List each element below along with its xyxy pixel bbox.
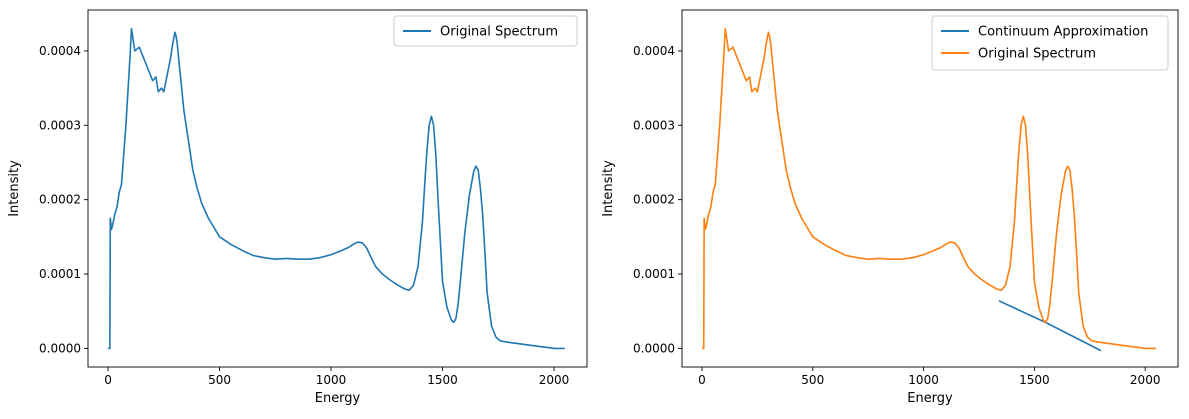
left-x-tick-label: 1000 xyxy=(316,373,347,387)
left-legend: Original Spectrum xyxy=(393,15,578,47)
left-y-tick-label: 0.0001 xyxy=(39,267,81,281)
right-y-tick-label: 0.0004 xyxy=(633,44,675,58)
left-x-tick-label: 2000 xyxy=(539,373,570,387)
right-series-line-original-spectrum xyxy=(701,27,1156,350)
left-series-line-original-spectrum xyxy=(108,27,565,350)
left-legend-box xyxy=(393,15,578,47)
right-x-tick-label: 2000 xyxy=(1130,373,1161,387)
left-x-axis-label: Energy xyxy=(315,391,361,406)
right-x-tick-label: 1500 xyxy=(1019,373,1050,387)
left-y-tick-label: 0.0000 xyxy=(39,341,81,355)
left-y-tick-label: 0.0004 xyxy=(39,44,81,58)
right-x-axis-label: Energy xyxy=(907,391,953,406)
left-x-tick-label: 1500 xyxy=(427,373,458,387)
right-y-tick-label: 0.0001 xyxy=(633,267,675,281)
left-chart-panel: 0 500 1000 1500 2000 0.0000 0.0001 0.0002 0.0003… xyxy=(7,9,588,406)
right-x-tick-label: 1000 xyxy=(908,373,939,387)
right-y-axis-label: Intensity xyxy=(601,160,616,217)
right-x-tick-label: 0 xyxy=(698,373,706,387)
right-legend-label-original-spectrum: Original Spectrum xyxy=(978,47,1096,62)
right-legend: Continuum Approximation Original Spectrum xyxy=(931,15,1169,71)
left-y-tick-label: 0.0002 xyxy=(39,193,81,207)
right-legend-box xyxy=(931,15,1169,71)
left-x-tick-label: 500 xyxy=(208,373,231,387)
right-y-tick-label: 0.0003 xyxy=(633,118,675,132)
right-x-tick-label: 500 xyxy=(801,373,824,387)
left-plot-frame xyxy=(87,9,588,368)
right-plot-frame xyxy=(681,9,1179,368)
left-y-axis-label: Intensity xyxy=(7,160,22,217)
left-x-tick-label: 0 xyxy=(104,373,112,387)
left-y-tick-label: 0.0003 xyxy=(39,118,81,132)
right-y-tick-label: 0.0000 xyxy=(633,341,675,355)
left-legend-label-original-spectrum: Original Spectrum xyxy=(440,25,558,40)
right-y-tick-label: 0.0002 xyxy=(633,193,675,207)
right-legend-label-continuum-approximation: Continuum Approximation xyxy=(978,25,1148,40)
right-chart-panel: 0 500 1000 1500 2000 0.0000 0.0001 0.0002 0.0003… xyxy=(601,9,1179,406)
